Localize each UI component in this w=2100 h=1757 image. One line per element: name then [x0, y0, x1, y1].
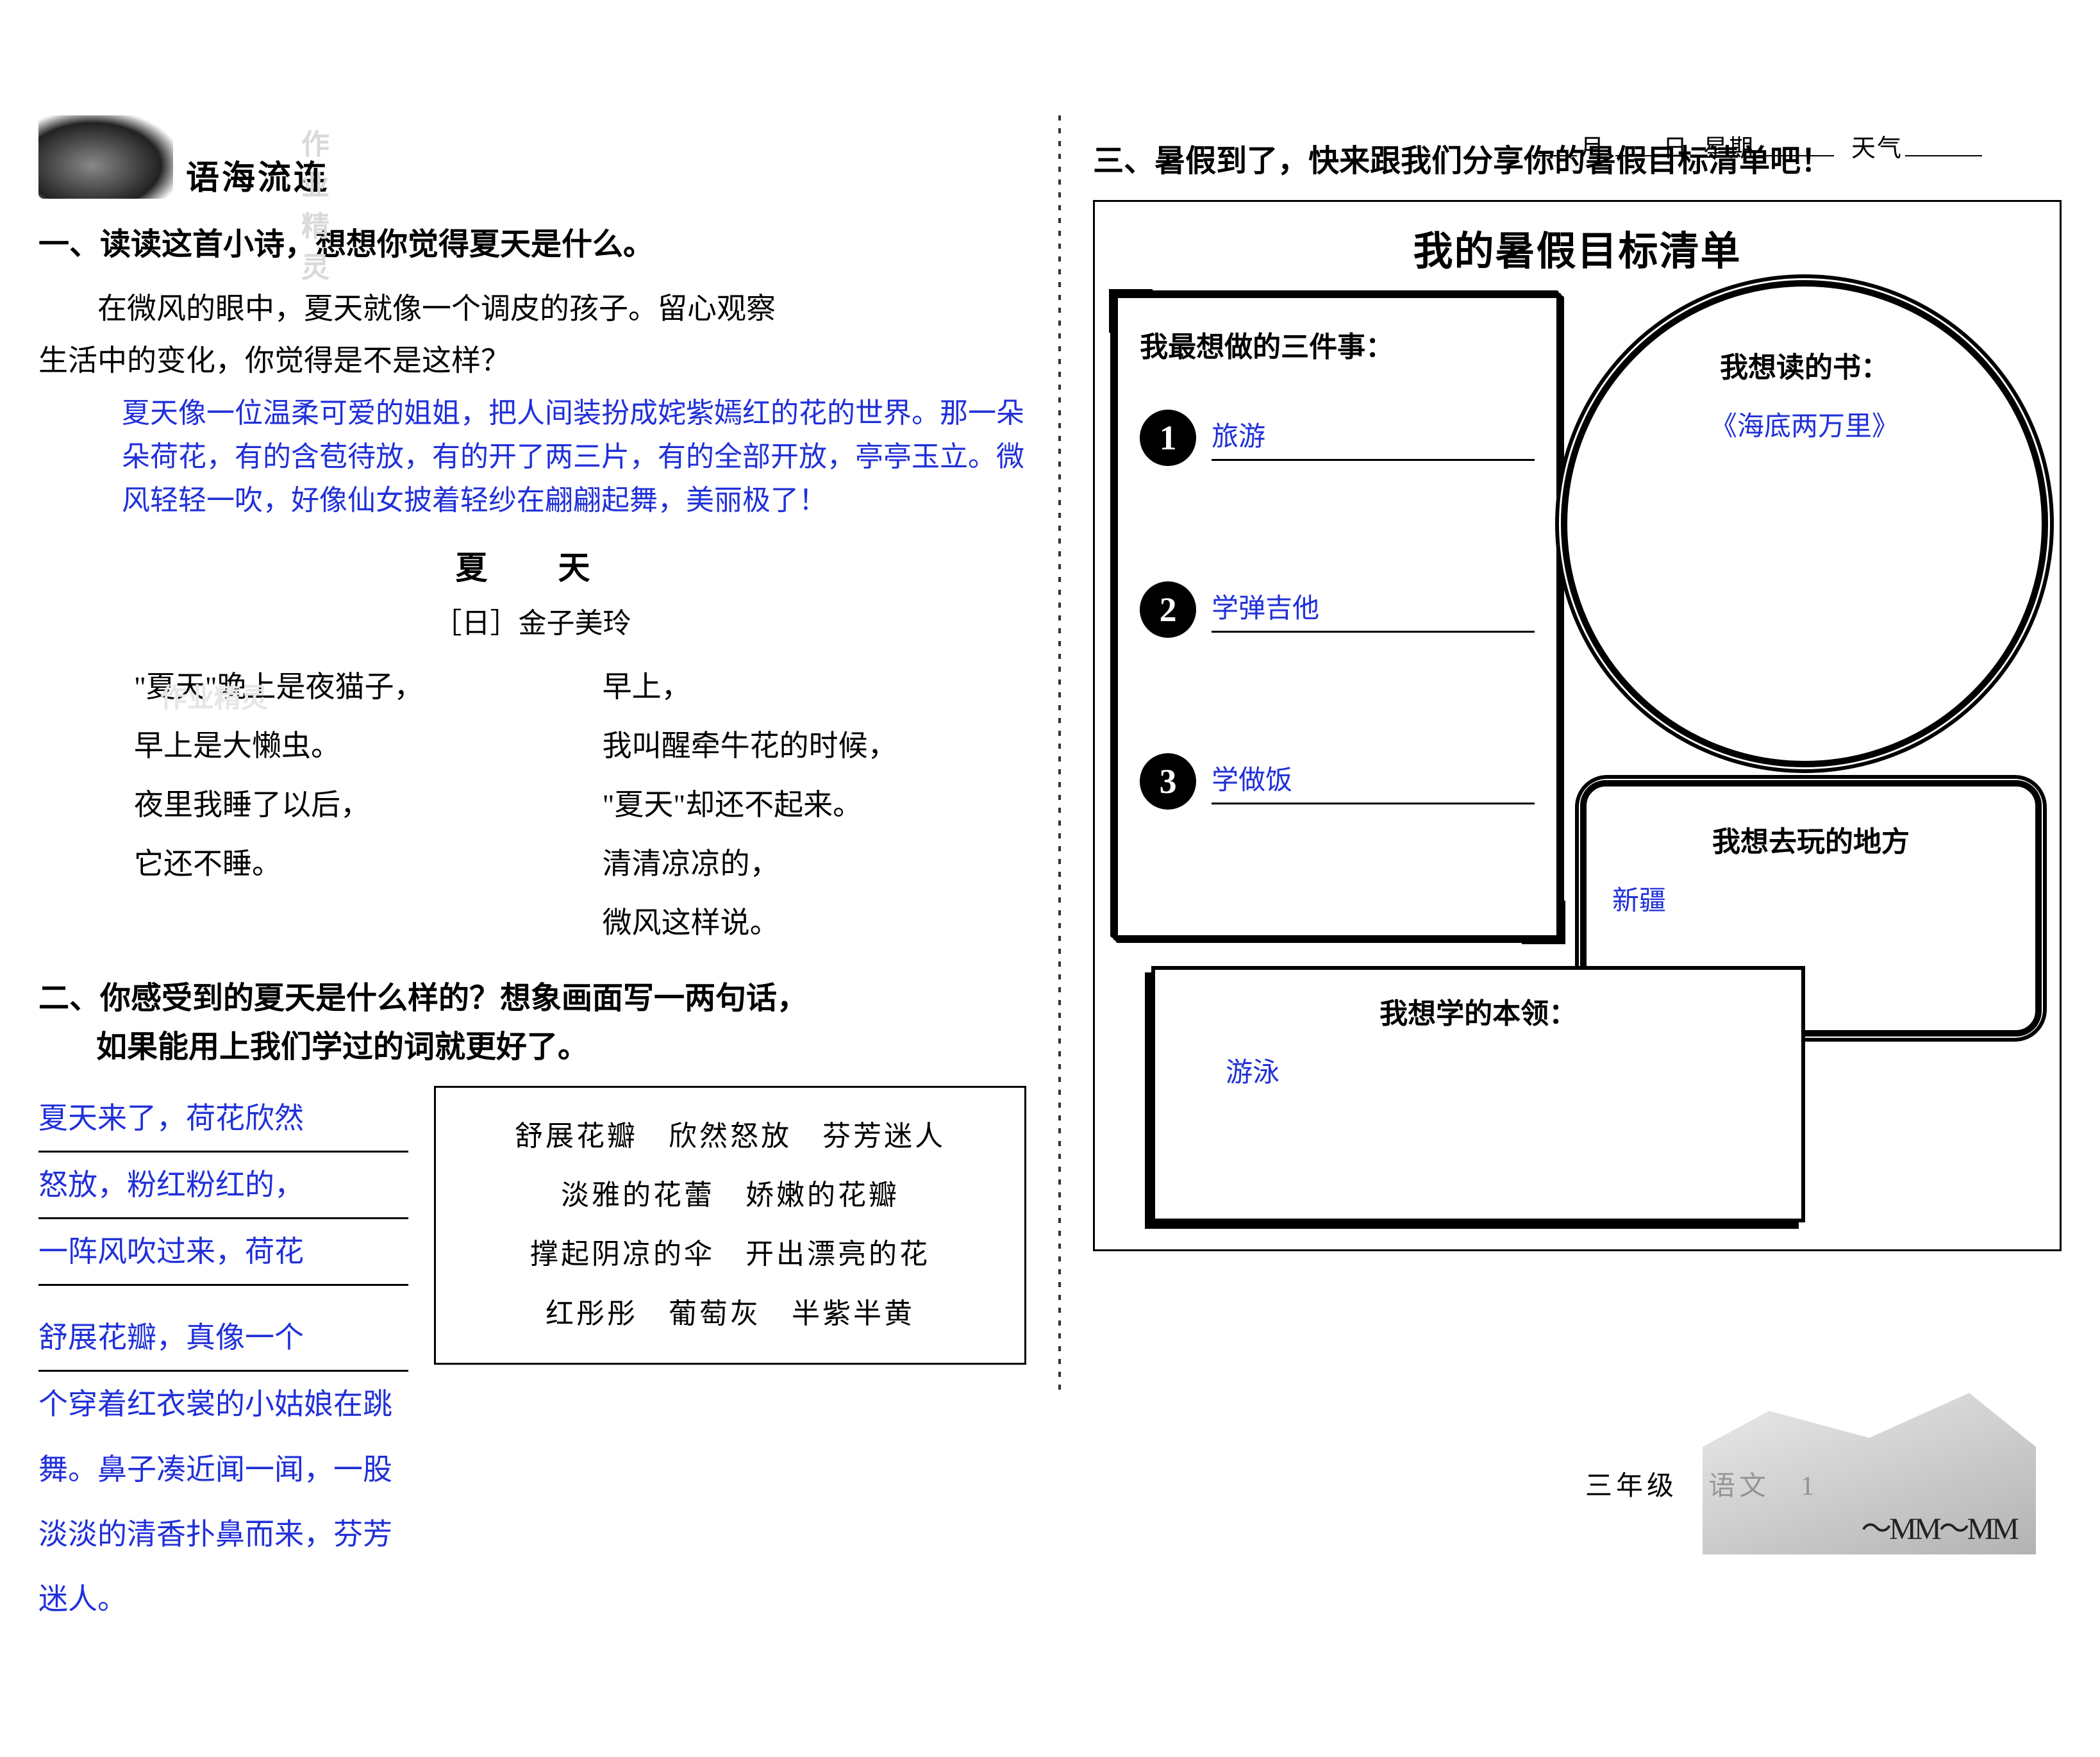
book-label: 我想读的书：	[1619, 344, 1990, 385]
header-decor-image	[38, 115, 173, 199]
q2-title-b: 如果能用上我们学过的词就更好了。	[38, 1024, 1026, 1070]
poem-line: 夜里我睡了以后，	[90, 776, 507, 835]
poem-line: 微风这样说。	[558, 894, 976, 953]
three-things-label: 我最想做的三件事：	[1140, 324, 1535, 365]
poem-line: 清清凉凉的，	[558, 835, 976, 894]
number-badge: 1	[1140, 410, 1196, 466]
watermark-text: 作业精灵	[301, 121, 331, 285]
poem-line: 它还不睡。	[90, 835, 507, 894]
q2-uline: 一阵风吹过来，荷花	[38, 1219, 408, 1286]
goal-grid: 我最想做的三件事： 1 旅游 2 学弹吉他 3 学做饭 我想读的书	[1113, 293, 2042, 1242]
q2-uline: 怒放，粉红粉红的，	[38, 1153, 408, 1219]
q2-uline: 舒展花瓣，真像一个	[38, 1305, 408, 1372]
word-bank-line: 红彤彤 葡萄灰 半紫半黄	[450, 1285, 1010, 1344]
skill-label: 我想学的本领：	[1187, 990, 1769, 1031]
place-answer[interactable]: 新疆	[1612, 879, 2010, 918]
word-bank-line: 舒展花瓣 欣然怒放 芬芳迷人	[450, 1107, 1010, 1166]
word-bank-line: 淡雅的花蕾 娇嫩的花瓣	[450, 1166, 1010, 1225]
goal-item-1: 1 旅游	[1140, 410, 1535, 466]
q2-rest: 个穿着红衣裳的小姑娘在跳舞。鼻子凑近闻一闻，一股淡淡的清香扑鼻而来，芬芳迷人。	[38, 1372, 408, 1631]
skill-answer[interactable]: 游泳	[1187, 1051, 1769, 1090]
goal-item-2: 2 学弹吉他	[1140, 581, 1535, 638]
poem-left-col: 作业精灵 "夏天"晚上是夜猫子， 早上是大懒虫。 夜里我睡了以后， 它还不睡。	[90, 658, 507, 953]
number-badge: 2	[1140, 581, 1196, 638]
three-things-box: 我最想做的三件事： 1 旅游 2 学弹吉他 3 学做饭	[1113, 293, 1562, 940]
q2-title-a: 二、你感受到的夏天是什么样的？想象画面写一两句话，	[38, 976, 1026, 1022]
poem: 夏 天 ［日］金子美玲 作业精灵 "夏天"晚上是夜猫子， 早上是大懒虫。 夜里我…	[38, 542, 1026, 953]
poem-line: "夏天"晚上是夜猫子，	[90, 658, 507, 717]
goal-item-3: 3 学做饭	[1140, 753, 1535, 810]
right-column: 三、暑假到了，快来跟我们分享你的暑假目标清单吧！ 我的暑假目标清单 我最想做的三…	[1093, 115, 2062, 1631]
poem-title: 夏 天	[38, 542, 1026, 588]
q1-para1: 在微风的眼中，夏天就像一个调皮的孩子。留心观察	[38, 283, 1026, 335]
footer-scribble: ～MM～MM	[1861, 1503, 2017, 1548]
goal-main-title: 我的暑假目标清单	[1113, 219, 2042, 276]
goal-outer-frame: 我的暑假目标清单 我最想做的三件事： 1 旅游 2 学弹吉他 3 学做饭	[1093, 200, 2062, 1251]
poem-author: ［日］金子美玲	[38, 600, 1026, 641]
column-divider	[1058, 115, 1061, 1397]
poem-right-col: 早上， 我叫醒牵牛花的时候， "夏天"却还不起来。 清清凉凉的， 微风这样说。	[558, 658, 976, 953]
q2-body: 夏天来了，荷花欣然 怒放，粉红粉红的， 一阵风吹过来，荷花 舒展花瓣，真像一个 …	[38, 1086, 1026, 1632]
book-answer[interactable]: 《海底两万里》	[1619, 404, 1990, 444]
q3-title: 三、暑假到了，快来跟我们分享你的暑假目标清单吧！	[1093, 138, 2062, 185]
section-header: 作业精灵 语海流连	[38, 115, 1026, 199]
skill-box: 我想学的本领： 游泳	[1151, 966, 1805, 1222]
q1-title: 一、读读这首小诗，想想你觉得夏天是什么。	[38, 222, 1026, 268]
number-badge: 3	[1140, 753, 1196, 810]
page: 作业精灵 语海流连 一、读读这首小诗，想想你觉得夏天是什么。 在微风的眼中，夏天…	[0, 0, 2100, 1670]
poem-line: 早上，	[558, 658, 976, 717]
q2-answer-col: 夏天来了，荷花欣然 怒放，粉红粉红的， 一阵风吹过来，荷花 舒展花瓣，真像一个 …	[38, 1086, 408, 1632]
goal-item-text[interactable]: 学做饭	[1212, 758, 1535, 804]
poem-line: 我叫醒牵牛花的时候，	[558, 717, 976, 776]
goal-item-text[interactable]: 学弹吉他	[1212, 587, 1535, 633]
goal-item-text[interactable]: 旅游	[1212, 415, 1535, 461]
q2-uline: 夏天来了，荷花欣然	[38, 1086, 408, 1153]
word-bank-line: 撑起阴凉的伞 开出漂亮的花	[450, 1225, 1010, 1284]
place-label: 我想去玩的地方	[1612, 819, 2010, 860]
q1-answer: 夏天像一位温柔可爱的姐姐，把人间装扮成姹紫嫣红的花的世界。那一朵朵荷花，有的含苞…	[38, 392, 1026, 523]
poem-watermark: 作业精灵	[160, 672, 268, 726]
left-column: 作业精灵 语海流连 一、读读这首小诗，想想你觉得夏天是什么。 在微风的眼中，夏天…	[38, 115, 1026, 1631]
book-circle-box: 我想读的书： 《海底两万里》	[1561, 280, 2048, 767]
q1-para2: 生活中的变化，你觉得是不是这样？	[38, 335, 1026, 387]
poem-line: "夏天"却还不起来。	[558, 776, 976, 835]
word-bank-box: 舒展花瓣 欣然怒放 芬芳迷人 淡雅的花蕾 娇嫩的花瓣 撑起阴凉的伞 开出漂亮的花…	[434, 1086, 1026, 1365]
poem-line: 早上是大懒虫。	[90, 717, 507, 776]
